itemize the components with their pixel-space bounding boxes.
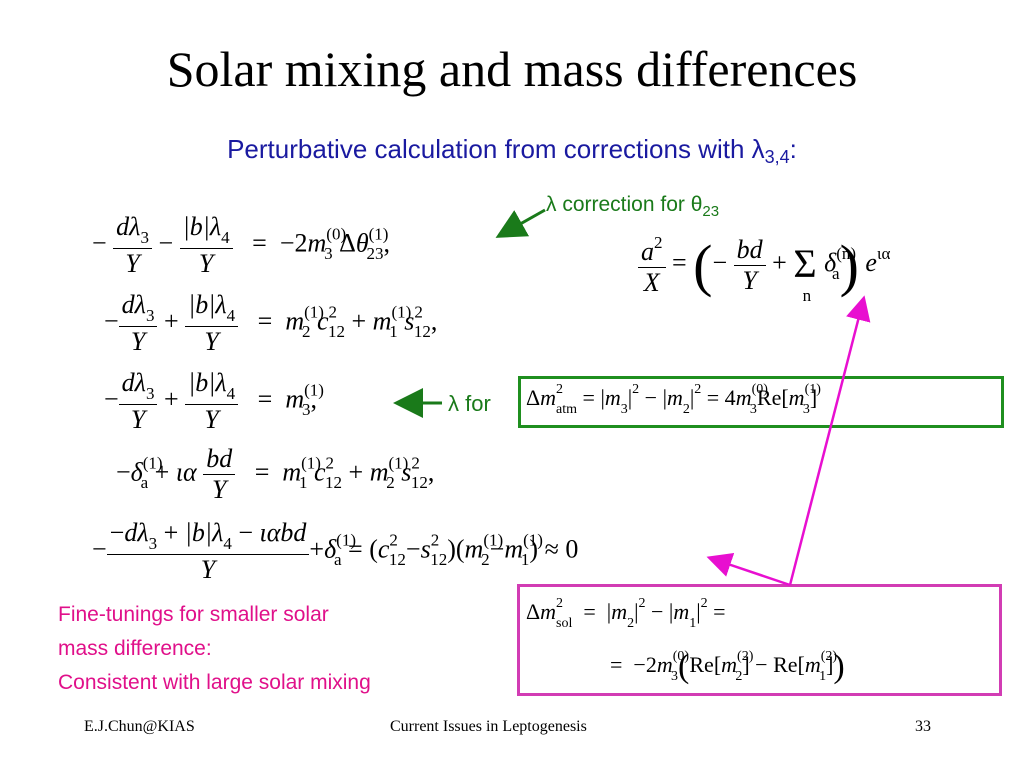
equation-5: − −dλ3 + |b|λ4 − ιαbd Y +δ(1)a = (c212−s212… (92, 518, 579, 584)
equation-atm-mass: Δm2atm = |m3|2 − |m2|2 = 4m(0)3Re[m(1)3] (526, 382, 821, 417)
slide-title: Solar mixing and mass differences (166, 41, 858, 97)
equation-2: − dλ3 Y + |b|λ4 Y = m(1)2 c212 + m(1)1 s212… (104, 290, 438, 356)
lambda-correction-note: λ correction for θ23 (546, 193, 719, 220)
equation-sol-mass-line1: Δm2sol = |m2|2 − |m1|2 = (526, 596, 726, 631)
footer-center: Current Issues in Leptogenesis (390, 718, 587, 735)
subtitle-colon: : (789, 134, 797, 164)
lambda-correction-sub: 23 (702, 203, 720, 220)
solar-mass-box (517, 584, 1002, 696)
footer-left: E.J.Chun@KIAS (84, 718, 195, 735)
fine-tuning-line-1: Fine-tunings for smaller solar (58, 603, 329, 626)
lambda-for-note: λ for (448, 391, 491, 416)
subtitle-subscript: 3,4 (764, 147, 790, 167)
equation-3: − dλ3 Y + |b|λ4 Y = m(1)3, (104, 368, 324, 434)
fine-tuning-note: Fine-tunings for smaller solar mass diff… (58, 598, 371, 700)
subtitle-text: Perturbative calculation from correction… (227, 134, 752, 164)
equation-4: −δ(1)a + ια bd Y = m(1)1 c212 + m(1)2 s21… (116, 444, 435, 504)
equation-a2-over-x: a2 X = (− bd Y + Σn δ(n)a) eια (638, 232, 890, 306)
atm-mass-box (518, 376, 1004, 428)
pink-arrow-to-equation-5 (706, 552, 791, 587)
slide-subtitle: Perturbative calculation from correction… (0, 134, 1024, 168)
equation-sol-mass-line2: = −2m(0)3(Re[m(2)2] − Re[m(2)1]) (610, 648, 845, 685)
equation-1: − dλ3 Y − |b|λ4 Y = −2m(0)3 Δθ(1)23, (92, 212, 390, 278)
green-arrow-theta (495, 208, 546, 238)
lambda-correction-text: λ correction for θ (546, 193, 703, 216)
page-number: 33 (915, 718, 931, 735)
fine-tuning-line-3: Consistent with large solar mixing (58, 671, 371, 694)
pink-arrow-to-side-equation (788, 295, 871, 586)
fine-tuning-line-2: mass difference: (58, 637, 212, 660)
subtitle-lambda: λ (751, 134, 765, 164)
